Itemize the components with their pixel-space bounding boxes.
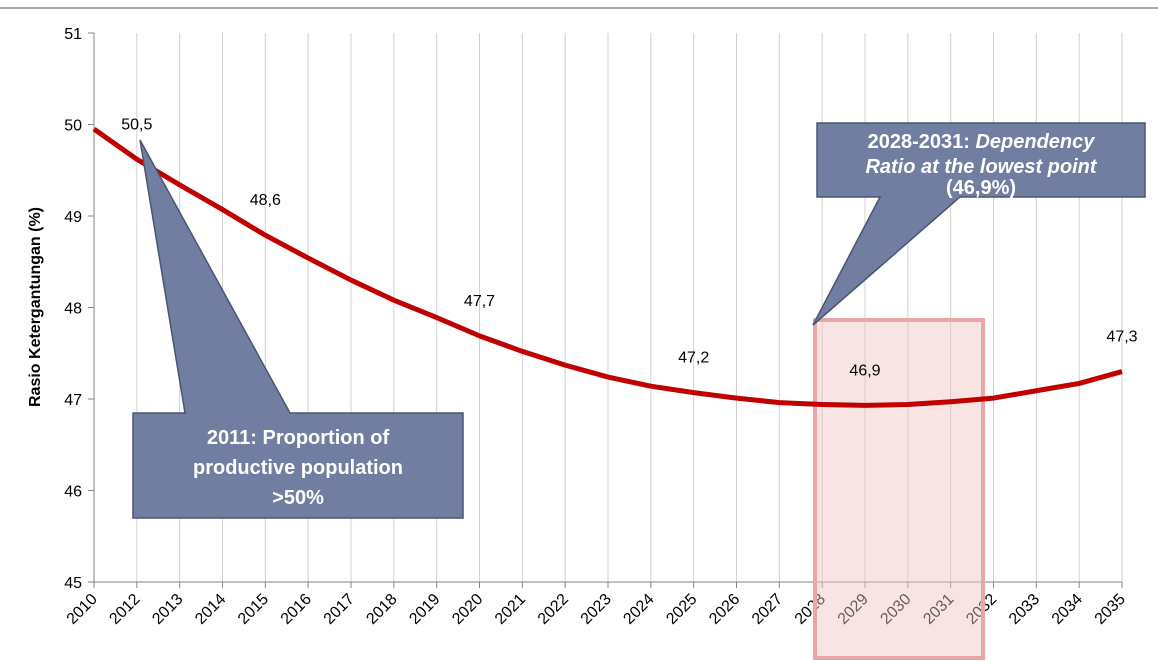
x-tick-label: 2026 [706,591,743,628]
callout-text: >50% [272,487,324,509]
x-tick-label: 2013 [149,591,186,628]
callout-emphasis: Dependency [975,131,1095,153]
callout-emphasis: Ratio at the lowest point [865,156,1097,178]
x-tick-label: 2016 [278,591,315,628]
x-tick-label: 2033 [1006,591,1043,628]
data-label: 47,2 [678,350,709,367]
x-tick-label: 2024 [620,591,657,628]
y-tick-label: 46 [64,484,82,501]
y-axis-title: Rasio Ketergantungan (%) [27,207,44,407]
x-tick-label: 2014 [192,591,229,628]
callout-pointer [812,196,963,326]
y-tick-label: 45 [64,575,82,592]
data-label: 50,5 [121,116,152,133]
x-tick-label: 2017 [321,591,358,628]
x-tick-label: 2035 [1092,591,1129,628]
x-tick-label: 2019 [406,591,443,628]
line [92,127,1123,408]
callout-pointer [139,139,292,414]
callout-box [132,412,464,519]
x-tick-label: 2015 [235,591,272,628]
data-label: 47,7 [464,293,495,310]
x-tick-label: 2018 [363,591,400,628]
y-tick-label: 50 [64,118,82,135]
x-tick-label: 2010 [64,591,101,628]
y-tick-label: 49 [64,209,82,226]
callout-text: 2011: Proportion of [207,427,390,449]
callout-lead: 2028-2031: [868,131,970,153]
data-label: 47,3 [1106,329,1137,346]
y-tick-label: 51 [64,26,82,43]
callout-text: productive population [193,457,403,479]
x-tick-label: 2027 [749,591,786,628]
x-tick-label: 2025 [663,591,700,628]
callout-text: 2028-2031: Dependency [868,131,1096,153]
callout-tail: (46,9%) [946,177,1016,199]
y-tick-label: 48 [64,301,82,318]
highlight-box [813,318,985,660]
x-tick-label: 2022 [535,591,572,628]
x-tick-label: 2023 [578,591,615,628]
y-tick-label: 47 [64,392,82,409]
x-tick-label: 2020 [449,591,486,628]
x-tick-label: 2034 [1049,591,1086,628]
data-label: 48,6 [250,192,281,209]
x-tick-label: 2012 [106,591,143,628]
callout-box [816,122,1146,198]
x-tick-label: 2021 [492,591,529,628]
data-label: 46,9 [849,362,880,379]
